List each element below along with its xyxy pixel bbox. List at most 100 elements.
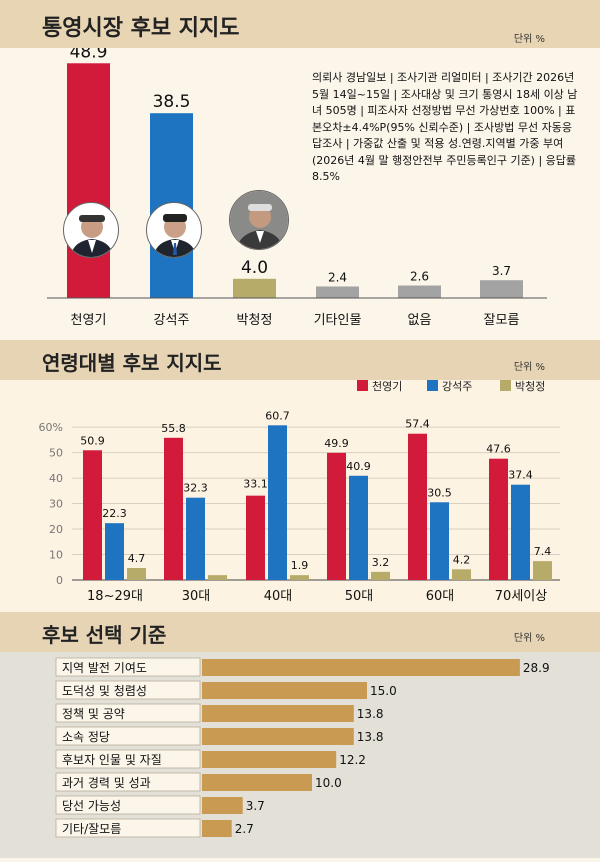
age-bar [489,458,508,580]
candidate-value-label: 3.7 [492,264,511,278]
criteria-value-label: 12.2 [339,753,366,767]
section3-header: 후보 선택 기준 단위 % [0,612,600,652]
age-bar [408,433,427,580]
criteria-label: 후보자 인물 및 자질 [62,753,162,767]
candidate-category-label: 잘모름 [484,313,520,328]
age-value-label: 49.9 [324,437,349,450]
section1-title: 통영시장 후보 지지도 [42,16,240,41]
age-bar [83,450,102,580]
survey-info: 의뢰사 경남일보 | 조사기관 리얼미터 | 조사기간 2026년 5월 14일… [312,71,578,183]
age-value-label: 47.6 [486,443,511,456]
candidate-photo-2 [146,202,202,258]
candidate-photo-3 [229,190,289,250]
age-value-label: 22.3 [102,507,127,520]
age-bar [533,561,552,580]
age-value-label: 40.9 [346,460,371,473]
criteria-bar [202,705,354,722]
criteria-bar [202,820,232,837]
candidate-value-label: 2.4 [328,270,347,284]
criteria-label-box [55,680,201,700]
age-bar [164,437,183,580]
age-value-label: 4.7 [128,552,146,565]
criteria-label-box [55,772,201,792]
criteria-bar [202,682,367,699]
age-bar [349,475,368,580]
age-value-label: 30.5 [427,486,452,499]
criteria-label: 지역 발전 기여도 [62,661,147,675]
criteria-label-box [55,749,201,769]
legend-swatch [500,380,511,391]
candidate-category-label: 박청정 [237,313,273,328]
candidate-portrait-icon [153,214,197,257]
candidate-portrait-icon [230,191,288,249]
criteria-label-box [55,726,201,746]
criteria-label-box [55,795,201,815]
section2-header: 연령대별 후보 지지도 단위 % [0,340,600,380]
section3-unit: 단위 % [513,633,545,644]
criteria-label: 기타/잘모름 [62,822,121,836]
criteria-value-label: 28.9 [523,661,550,675]
age-bar [127,568,146,580]
age-support-chart: 0 10 20 30 40 50 60% 천영기 강석주 박청정 50.9 22.3 4.7 18~29대… [39,379,560,604]
y-tick-label: 50 [49,447,63,460]
y-tick-label: 0 [56,574,63,587]
criteria-label: 소속 정당 [62,730,110,744]
criteria-bar [202,728,354,745]
age-value-label: 37.4 [508,469,533,482]
age-category-label: 30대 [182,589,211,604]
candidate-bar [480,280,523,298]
candidate-support-panel: 48.9 천영기 38.5 강석주 4.0 박청정 2.4 기타인물 2.6 없음 3.7 잘모름 [0,42,600,340]
age-bar [327,452,346,580]
candidate-category-label: 천영기 [71,313,107,328]
age-bar [452,569,471,580]
candidate-portrait-icon [70,215,114,257]
y-tick-label: 10 [49,549,63,562]
criteria-value-label: 13.8 [357,707,384,721]
y-tick-label: 40 [49,472,63,485]
age-value-label: 55.8 [161,422,186,435]
age-bar [371,571,390,580]
age-value-label: 60.7 [265,409,290,422]
age-bar [246,495,265,580]
selection-criteria-panel: 지역 발전 기여도 28.9 도덕성 및 청렴성 15.0 정책 및 공약 13.8 소속 … [0,652,600,858]
age-bar [430,502,449,580]
y-tick-label: 60% [39,421,63,434]
criteria-label: 정책 및 공약 [62,706,125,721]
candidate-value-label: 2.6 [410,270,429,284]
criteria-label: 과거 경력 및 성과 [62,776,151,790]
legend-label: 박청정 [515,380,545,393]
y-tick-label: 30 [49,498,63,511]
legend-label: 강석주 [442,380,472,393]
age-value-label: 50.9 [80,434,105,447]
age-category-label: 50대 [345,589,374,604]
age-bar [511,484,530,580]
age-category-label: 60대 [426,589,455,604]
candidate-bar [67,63,110,298]
section1-header: 통영시장 후보 지지도 단위 % [0,0,600,48]
y-tick-label: 20 [49,523,63,536]
age-bar [290,575,309,580]
criteria-value-label: 2.7 [235,822,254,836]
selection-criteria-chart: 지역 발전 기여도 28.9 도덕성 및 청렴성 15.0 정책 및 공약 13.8 소속 … [55,657,550,838]
candidate-support-chart: 48.9 천영기 38.5 강석주 4.0 박청정 2.4 기타인물 2.6 없음 3.7 잘모름 [47,42,547,328]
criteria-bar [202,659,520,676]
section2-unit: 단위 % [513,362,545,373]
age-bar [105,523,124,580]
candidate-category-label: 기타인물 [314,313,362,328]
criteria-label-box [55,703,201,723]
candidate-bar [398,285,441,298]
criteria-label: 도덕성 및 청렴성 [62,684,147,698]
age-bar [186,497,205,580]
criteria-value-label: 15.0 [370,684,397,698]
age-value-label: 57.4 [405,418,430,431]
candidate-photo-1 [63,202,119,258]
candidate-category-label: 없음 [408,313,432,328]
candidate-value-label: 48.9 [70,48,108,62]
age-value-label: 32.3 [183,482,208,495]
legend-label: 천영기 [372,380,402,393]
candidate-bar [233,278,276,298]
criteria-value-label: 3.7 [246,799,265,813]
criteria-bar [202,774,312,791]
section2-title: 연령대별 후보 지지도 [42,351,222,375]
age-bar [208,575,227,580]
